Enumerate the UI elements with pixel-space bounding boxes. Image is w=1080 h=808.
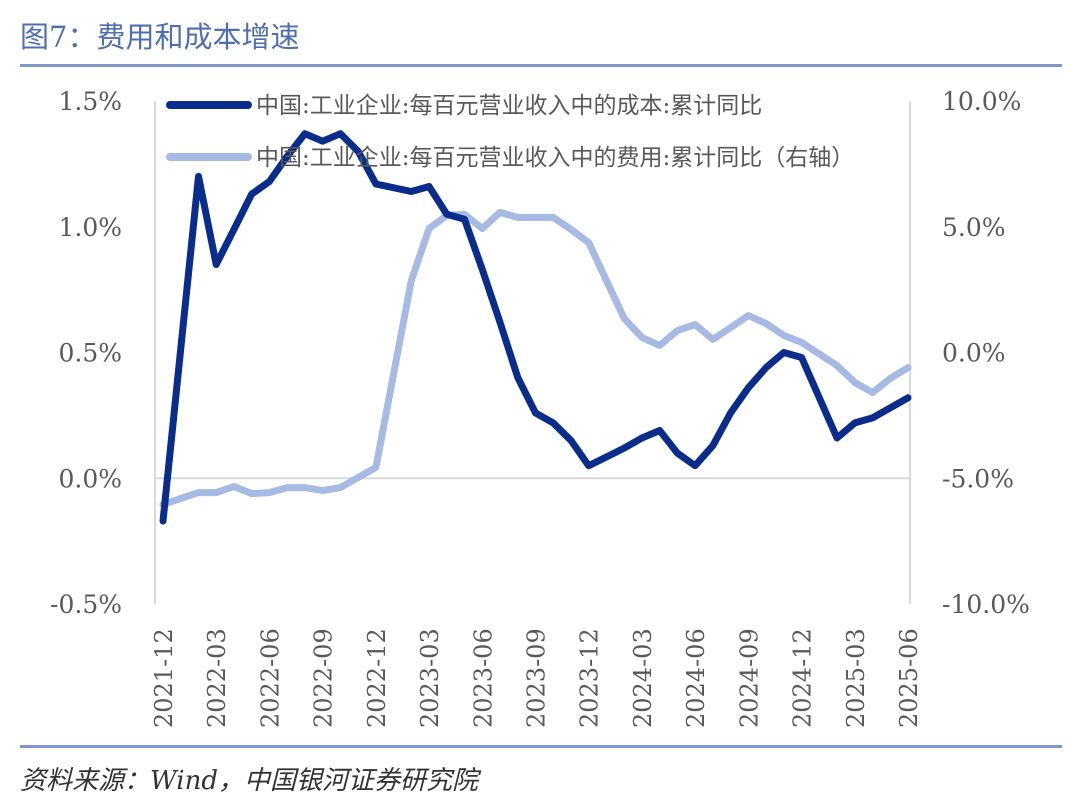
right-tick-label: -10.0% — [942, 590, 1030, 619]
x-tick-label: 2024-12 — [789, 628, 817, 728]
right-tick-label: -5.0% — [942, 464, 1014, 493]
x-tick-label: 2023-06 — [469, 628, 497, 728]
x-tick-label: 2023-03 — [416, 628, 444, 728]
x-tick-label: 2023-12 — [576, 628, 604, 728]
x-tick-label: 2024-03 — [629, 628, 657, 728]
left-tick-label: 0.5% — [58, 339, 122, 368]
figure-title: 图7：费用和成本增速 — [20, 20, 300, 54]
right-tick-label: 10.0% — [942, 87, 1021, 116]
x-tick-label: 2023-09 — [523, 628, 551, 728]
legend-label: 中国:工业企业:每百元营业收入中的成本:累计同比 — [256, 93, 762, 119]
x-tick-label: 2025-03 — [842, 628, 870, 728]
left-tick-label: 0.0% — [58, 464, 122, 493]
legend-label: 中国:工业企业:每百元营业收入中的费用:累计同比（右轴） — [256, 145, 854, 171]
left-tick-label: -0.5% — [50, 590, 122, 619]
x-tick-label: 2021-12 — [150, 628, 178, 728]
source-note: 资料来源：Wind，中国银河证券研究院 — [20, 766, 478, 796]
right-tick-label: 5.0% — [942, 213, 1006, 242]
x-tick-label: 2024-09 — [735, 628, 763, 728]
x-tick-label: 2022-12 — [363, 628, 391, 728]
footer-divider — [20, 745, 1062, 748]
x-tick-label: 2022-06 — [256, 628, 284, 728]
x-tick-label: 2024-06 — [682, 628, 710, 728]
left-tick-label: 1.5% — [58, 87, 122, 116]
left-tick-label: 1.0% — [58, 213, 122, 242]
x-tick-label: 2022-09 — [310, 628, 338, 728]
series-line-cost — [159, 130, 912, 525]
x-tick-label: 2025-06 — [895, 628, 923, 728]
title-divider — [20, 64, 1062, 67]
x-tick-label: 2022-03 — [203, 628, 231, 728]
right-tick-label: 0.0% — [942, 339, 1006, 368]
